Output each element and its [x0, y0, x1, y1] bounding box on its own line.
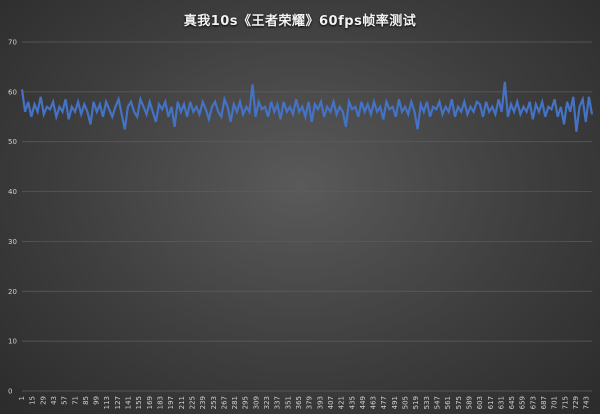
x-tick-label: 127 [114, 396, 122, 409]
x-tick-label: 29 [39, 396, 47, 405]
x-tick-label: 617 [487, 396, 495, 409]
x-tick-label: 631 [497, 396, 505, 409]
x-tick-label: 687 [540, 396, 548, 409]
x-tick-label: 365 [295, 396, 303, 409]
y-tick-label: 40 [8, 188, 17, 196]
y-tick-label: 20 [8, 288, 17, 296]
x-tick-label: 71 [71, 396, 79, 405]
x-tick-label: 743 [583, 396, 591, 409]
x-tick-label: 463 [370, 396, 378, 409]
x-tick-label: 253 [210, 396, 218, 409]
x-tick-label: 421 [338, 396, 346, 409]
x-tick-label: 239 [199, 396, 207, 409]
y-tick-label: 60 [8, 88, 17, 96]
y-tick-label: 0 [8, 388, 12, 396]
x-tick-label: 15 [29, 396, 37, 405]
x-tick-label: 449 [359, 396, 367, 409]
x-tick-label: 645 [508, 396, 516, 409]
x-tick-label: 435 [348, 396, 356, 409]
x-tick-label: 505 [402, 396, 410, 409]
chart-title: 真我10s《王者荣耀》60fps帧率测试 [183, 14, 417, 29]
x-tick-label: 547 [434, 396, 442, 409]
x-tick-label: 603 [476, 396, 484, 409]
x-tick-label: 659 [519, 396, 527, 409]
x-tick-label: 211 [178, 396, 186, 409]
x-tick-label: 169 [146, 396, 154, 409]
x-tick-label: 323 [263, 396, 271, 409]
x-tick-label: 729 [572, 396, 580, 409]
x-tick-label: 337 [274, 396, 282, 409]
x-tick-label: 113 [103, 396, 111, 409]
x-tick-label: 575 [455, 396, 463, 409]
x-tick-label: 407 [327, 396, 335, 409]
x-tick-label: 491 [391, 396, 399, 409]
y-tick-label: 70 [8, 39, 17, 47]
x-tick-label: 99 [93, 396, 101, 405]
x-tick-label: 477 [380, 396, 388, 409]
x-tick-label: 393 [316, 396, 324, 409]
x-tick-label: 141 [125, 396, 133, 409]
x-tick-label: 197 [167, 396, 175, 409]
x-tick-label: 519 [412, 396, 420, 409]
x-tick-label: 225 [188, 396, 196, 409]
x-tick-label: 155 [135, 396, 143, 409]
x-tick-label: 673 [529, 396, 537, 409]
x-tick-label: 379 [306, 396, 314, 409]
x-tick-label: 589 [465, 396, 473, 409]
x-tick-label: 295 [242, 396, 250, 409]
x-tick-label: 183 [157, 396, 165, 409]
x-tick-label: 281 [231, 396, 239, 409]
y-tick-label: 30 [8, 238, 17, 246]
x-tick-label: 309 [252, 396, 260, 409]
x-tick-label: 561 [444, 396, 452, 409]
fps-series-line [20, 81, 594, 132]
x-tick-label: 1 [18, 396, 26, 400]
y-tick-label: 50 [8, 138, 17, 146]
y-tick-label: 10 [8, 338, 17, 346]
x-tick-label: 267 [220, 396, 228, 409]
x-tick-label: 351 [284, 396, 292, 409]
x-tick-label: 43 [50, 396, 58, 405]
x-tick-label: 715 [561, 396, 569, 409]
x-tick-label: 701 [551, 396, 559, 409]
x-tick-label: 533 [423, 396, 431, 409]
x-tick-label: 57 [61, 396, 69, 405]
x-tick-label: 85 [82, 396, 90, 405]
